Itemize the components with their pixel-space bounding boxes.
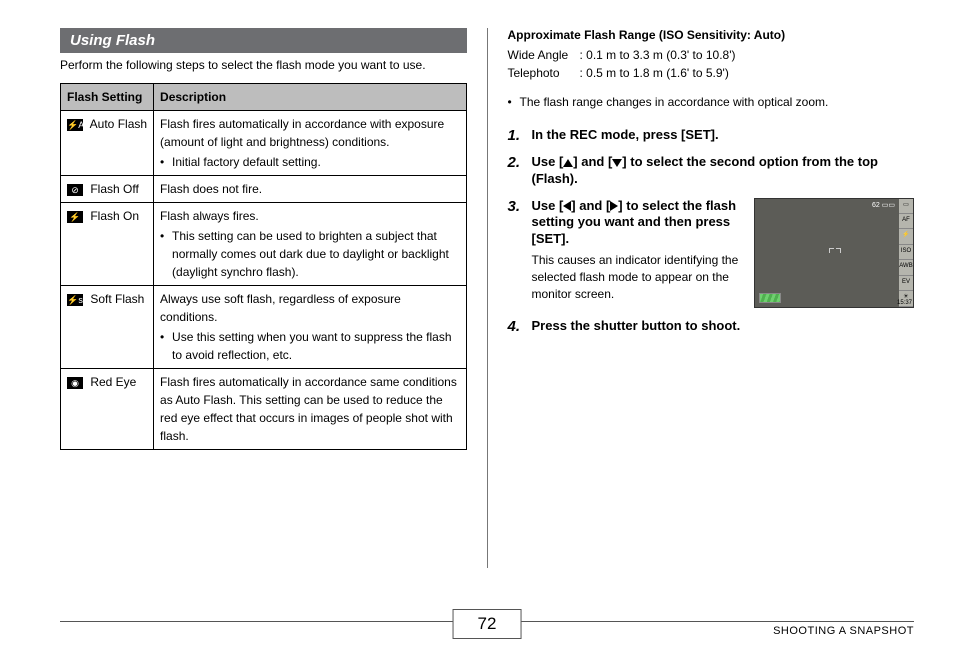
page-number: 72: [453, 609, 522, 639]
flash-mode-icon: ⚡s: [67, 294, 83, 306]
lcd-side-item: EV: [899, 276, 913, 291]
table-header: Description: [154, 84, 466, 111]
step-4: 4. Press the shutter button to shoot.: [508, 318, 915, 335]
flash-range-heading: Approximate Flash Range (ISO Sensitivity…: [508, 28, 915, 42]
up-icon: [563, 159, 573, 167]
left-column: Using Flash Perform the following steps …: [60, 28, 467, 568]
lcd-side-item: AWB: [899, 260, 913, 275]
lcd-side-item: AF: [899, 214, 913, 229]
lcd-side-item: ISO: [899, 245, 913, 260]
lcd-side-item: ⚡: [899, 229, 913, 244]
section-title: Using Flash: [60, 28, 467, 53]
table-row: ⚡s Soft FlashAlways use soft flash, rega…: [61, 286, 467, 369]
right-column: Approximate Flash Range (ISO Sensitivity…: [508, 28, 915, 568]
flash-mode-icon: ◉: [67, 377, 83, 389]
zoom-note: The flash range changes in accordance wi…: [508, 94, 915, 111]
step-3: 3. Use [] and [] to select the flash set…: [508, 198, 915, 308]
table-row: ⊘ Flash OffFlash does not fire.: [61, 176, 467, 203]
step-2: 2. Use [] and [] to select the second op…: [508, 154, 915, 188]
spec-telephoto: Telephoto: 0.5 m to 1.8 m (1.6' to 5.9'): [508, 64, 915, 82]
step-1: 1. In the REC mode, press [SET].: [508, 127, 915, 144]
table-row: ⚡A Auto FlashFlash fires automatically i…: [61, 111, 467, 176]
flash-mode-icon: ⚡: [67, 211, 83, 223]
lcd-side-item: ▭: [899, 199, 913, 214]
flash-mode-icon: ⚡A: [67, 119, 83, 131]
flash-settings-table: Flash Setting Description ⚡A Auto FlashF…: [60, 83, 467, 450]
page-footer: 72 SHOOTING A SNAPSHOT: [60, 621, 914, 622]
table-header: Flash Setting: [61, 84, 154, 111]
column-divider: [487, 28, 488, 568]
table-row: ⚡ Flash OnFlash always fires.This settin…: [61, 203, 467, 286]
intro-text: Perform the following steps to select th…: [60, 57, 467, 73]
flash-mode-icon: ⊘: [67, 184, 83, 196]
flash-indicator-icon: [759, 293, 781, 303]
down-icon: [612, 159, 622, 167]
spec-wide-angle: Wide Angle: 0.1 m to 3.3 m (0.3' to 10.8…: [508, 46, 915, 64]
table-row: ◉ Red EyeFlash fires automatically in ac…: [61, 369, 467, 450]
lcd-preview: 62 ▭▭ ▭AF⚡ISOAWBEV☀ 15:37: [754, 198, 914, 308]
chapter-label: SHOOTING A SNAPSHOT: [773, 625, 914, 637]
